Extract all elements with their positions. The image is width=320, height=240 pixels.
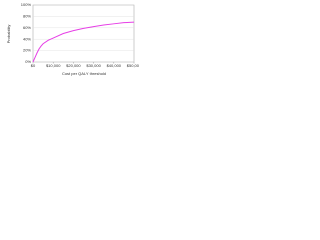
y-tick-label: 80% (23, 13, 31, 18)
chart: Probability Cost per QALY threshold 0% 20… (6, 2, 139, 76)
y-axis-title: Probability (6, 25, 11, 44)
y-tick-label: 0% (25, 59, 31, 64)
y-tick-label: 40% (23, 36, 31, 41)
y-tick-label: 20% (23, 48, 31, 53)
x-tick-label: $40,000 (107, 63, 122, 68)
x-tick-label: $50,000 (127, 63, 139, 68)
x-tick-label: $0 (31, 63, 36, 68)
x-tick-label: $10,000 (46, 63, 61, 68)
x-tick-label: $30,000 (86, 63, 101, 68)
x-tick-label: $20,000 (66, 63, 81, 68)
plot-area (32, 4, 135, 63)
line (32, 21, 135, 63)
x-axis-title: Cost per QALY threshold (62, 71, 106, 76)
y-tick-label: 100% (21, 2, 32, 7)
y-tick-label: 60% (23, 25, 31, 30)
